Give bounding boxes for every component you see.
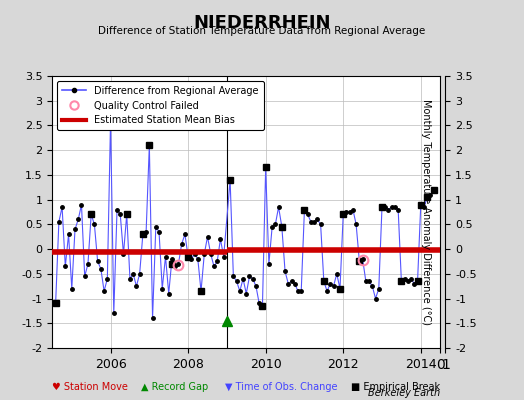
Text: ▼ Time of Obs. Change: ▼ Time of Obs. Change <box>225 382 338 392</box>
Text: ■ Empirical Break: ■ Empirical Break <box>351 382 440 392</box>
Y-axis label: Monthly Temperature Anomaly Difference (°C): Monthly Temperature Anomaly Difference (… <box>421 99 431 325</box>
Legend: Difference from Regional Average, Quality Control Failed, Estimated Station Mean: Difference from Regional Average, Qualit… <box>57 81 264 130</box>
Text: ▲ Record Gap: ▲ Record Gap <box>141 382 209 392</box>
Text: ♥ Station Move: ♥ Station Move <box>52 382 128 392</box>
Text: Berkeley Earth: Berkeley Earth <box>368 388 440 398</box>
Text: Difference of Station Temperature Data from Regional Average: Difference of Station Temperature Data f… <box>99 26 425 36</box>
Text: NIEDERRHEIN: NIEDERRHEIN <box>193 14 331 32</box>
